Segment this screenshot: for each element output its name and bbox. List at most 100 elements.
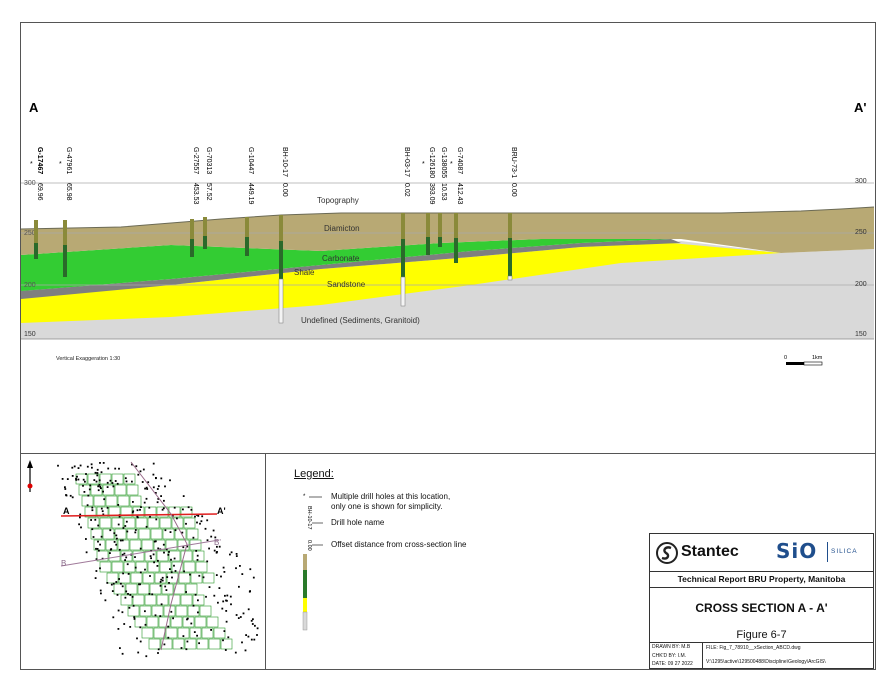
- claim-cell: [194, 616, 207, 628]
- drill-hole-dot: [190, 622, 193, 625]
- drill-hole-dot: [114, 480, 117, 482]
- drill-hole-dot: [223, 630, 226, 632]
- drill-hole-dot: [134, 556, 136, 558]
- drill-hole-dot: [77, 467, 80, 469]
- drill-hole-dot: [208, 586, 211, 588]
- drill-hole-dot: [95, 480, 98, 483]
- drill-hole-dot: [151, 593, 154, 596]
- label-undefined: Undefined (Sediments, Granitoid): [301, 316, 420, 325]
- drill-hole-diamicton: [401, 213, 405, 239]
- drill-hole: G-27557 453.53: [190, 147, 199, 257]
- drill-hole-lower: [278, 278, 284, 324]
- multi-hole-marker: *: [450, 161, 453, 168]
- drill-hole-dot: [165, 548, 168, 551]
- claim-cell: [139, 605, 152, 617]
- drill-hole-dot: [123, 623, 126, 625]
- drill-hole: G-70313 57.52: [203, 147, 212, 249]
- drill-hole-dot: [109, 552, 111, 554]
- claim-cell: [142, 572, 155, 584]
- drill-hole-dot: [79, 513, 82, 516]
- drill-hole-dot: [85, 473, 87, 475]
- claim-cell: [147, 561, 160, 573]
- drill-hole-dot: [163, 551, 165, 554]
- logo-row: Stantec SiO SILICA: [650, 534, 873, 572]
- drill-hole-dot: [61, 478, 64, 480]
- drill-hole-dot: [114, 467, 117, 470]
- drill-hole-dot: [152, 462, 155, 465]
- drill-hole-dot: [144, 610, 146, 613]
- drill-hole-dot: [71, 466, 74, 469]
- drill-hole-carbonate: [508, 238, 512, 276]
- drill-hole-dot: [215, 551, 218, 554]
- drill-hole-dot: [111, 482, 114, 484]
- drill-hole: BH-03-17 0.02: [400, 147, 410, 307]
- claim-cell: [192, 550, 205, 562]
- drill-hole-dot: [145, 525, 148, 528]
- claim-cell: [153, 627, 166, 639]
- drill-hole-dot: [129, 626, 132, 628]
- drill-hole-dot: [120, 539, 122, 542]
- elev-300-right: 300: [855, 178, 867, 185]
- drill-hole-dot: [156, 501, 159, 504]
- drill-hole-dot: [250, 638, 253, 641]
- drill-hole-dot: [160, 578, 163, 581]
- meta-divider: [650, 642, 873, 643]
- scale-bar: 0 1km: [784, 355, 823, 366]
- drill-hole-dot: [156, 565, 159, 567]
- drill-hole-dot: [194, 593, 197, 596]
- claim-cell: [168, 550, 181, 562]
- drill-hole-dot: [95, 547, 97, 550]
- elev-200-right: 200: [855, 281, 867, 288]
- claim-cell: [177, 627, 190, 639]
- drill-hole-dot: [118, 467, 120, 470]
- drill-hole-dot: [218, 587, 221, 589]
- drill-hole-dot: [139, 508, 141, 511]
- drill-hole-dot: [235, 553, 238, 555]
- drill-hole-name: G-138055: [440, 147, 447, 178]
- drill-hole-dot: [115, 581, 118, 583]
- drill-hole-dot: [57, 464, 59, 467]
- drill-hole-dot: [75, 477, 77, 480]
- report-title: Technical Report BRU Property, Manitoba: [677, 574, 846, 584]
- claim-cell: [202, 572, 215, 584]
- claim-cell: [99, 517, 112, 529]
- drill-hole-dot: [186, 617, 189, 620]
- claim-cell: [132, 550, 145, 562]
- drill-hole-dot: [241, 641, 243, 644]
- drill-hole-dot: [102, 490, 104, 493]
- drill-hole-dot: [139, 626, 142, 629]
- drill-hole-dot: [167, 553, 170, 556]
- drill-hole-dot: [173, 564, 175, 567]
- drill-hole-dot: [124, 477, 127, 480]
- drill-hole-dot: [204, 527, 207, 530]
- drill-hole-dot: [85, 538, 87, 540]
- drill-hole-dot: [196, 521, 198, 524]
- claim-cell: [201, 627, 214, 639]
- legend-multi-note-1: Multiple drill holes at this location,: [331, 492, 451, 501]
- drill-hole-dot: [152, 553, 155, 556]
- drill-hole-dot: [154, 614, 157, 617]
- drill-hole-dot: [225, 620, 228, 623]
- drill-hole-dot: [69, 494, 72, 497]
- drill-hole-dot: [134, 531, 137, 534]
- drill-hole-dot: [101, 510, 104, 513]
- drill-hole-dot: [86, 465, 89, 468]
- drill-hole-dot: [98, 484, 101, 486]
- claim-cell: [165, 627, 178, 639]
- legend-multi-note-2: only one is shown for simplicity.: [331, 502, 443, 511]
- drill-hole-dot: [112, 616, 115, 619]
- claim-cell: [168, 594, 181, 606]
- label-sandstone: Sandstone: [327, 280, 366, 289]
- drill-hole-dot: [136, 637, 138, 640]
- drill-hole-dot: [121, 539, 124, 542]
- drill-hole-dot: [116, 482, 119, 485]
- drill-hole-offset: 0.00: [510, 183, 517, 197]
- claim-cell: [162, 528, 175, 540]
- drill-hole-dot: [157, 498, 160, 500]
- drill-hole-dot: [100, 487, 102, 490]
- claim-cell: [146, 616, 159, 628]
- drill-hole-dot: [183, 570, 185, 573]
- drill-hole-dot: [200, 520, 203, 523]
- drill-hole-dot: [229, 553, 231, 556]
- drill-hole-dot: [65, 494, 68, 497]
